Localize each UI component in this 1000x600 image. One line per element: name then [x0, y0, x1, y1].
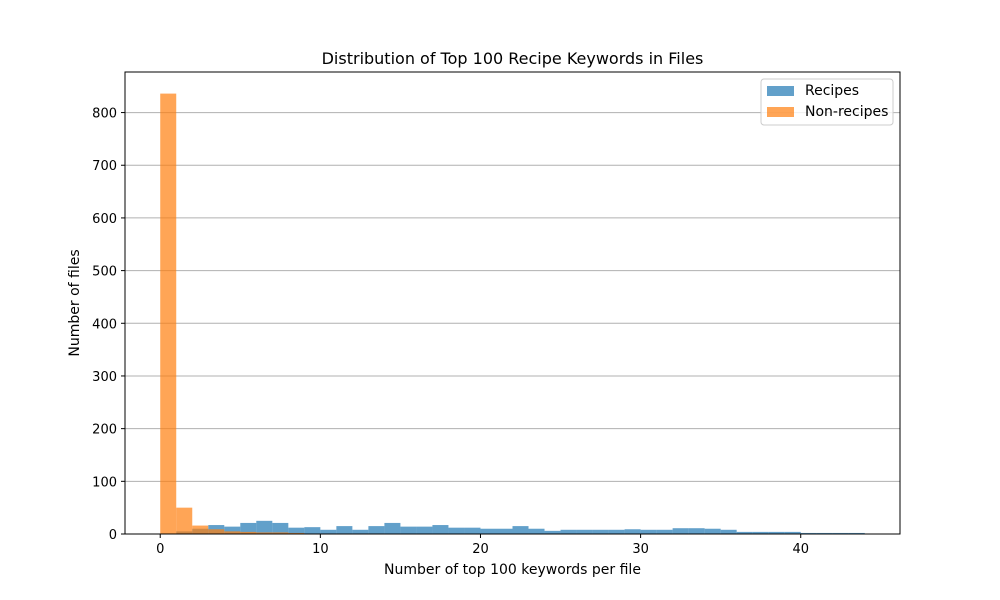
bar-recipes	[480, 528, 497, 534]
bar-recipes	[432, 525, 449, 534]
legend-swatch-non-recipes	[767, 107, 794, 117]
bar-recipes	[400, 526, 417, 534]
bar-recipes	[592, 529, 609, 534]
y-tick-label: 300	[92, 370, 117, 385]
x-tick-label: 10	[312, 542, 329, 557]
bar-non-recipes	[240, 531, 257, 534]
bar-non-recipes	[176, 507, 193, 534]
y-tick-label: 0	[109, 528, 117, 543]
plot-frame	[124, 71, 901, 535]
bar-recipes	[768, 531, 785, 534]
x-tick-label: 20	[472, 542, 489, 557]
bar-recipes	[416, 526, 433, 534]
legend: Recipes Non-recipes	[760, 78, 894, 126]
bar-recipes	[336, 526, 353, 534]
x-tick-label: 40	[792, 542, 809, 557]
y-tick-label: 100	[92, 475, 117, 490]
bar-recipes	[560, 529, 577, 534]
bar-recipes	[656, 529, 673, 534]
bar-recipes	[608, 529, 625, 534]
bar-recipes	[848, 532, 865, 534]
bar-recipes	[528, 528, 545, 534]
bar-recipes	[288, 527, 305, 534]
bar-recipes	[688, 528, 705, 534]
legend-swatch-recipes	[767, 86, 794, 96]
bar-recipes	[704, 528, 721, 534]
bar-recipes	[624, 529, 641, 534]
bar-non-recipes	[224, 531, 241, 534]
axis-ticks: 0 100 200 300 400 500 600 700 800 0 10 20 30 40	[92, 107, 809, 557]
bar-recipes	[240, 522, 257, 534]
chart-title: Distribution of Top 100 Recipe Keywords …	[322, 49, 704, 68]
bar-recipes	[304, 527, 321, 534]
x-tick-label: 0	[156, 542, 164, 557]
bar-recipes	[272, 522, 289, 534]
plot-area	[125, 72, 900, 534]
bar-recipes	[832, 532, 849, 534]
y-tick-label: 500	[92, 265, 117, 280]
bar-non-recipes	[208, 529, 225, 534]
bar-recipes	[544, 530, 561, 534]
bar-non-recipes	[256, 532, 273, 534]
bar-recipes	[256, 520, 273, 534]
bar-recipes	[384, 522, 401, 534]
histogram-bars	[160, 93, 865, 534]
bar-recipes	[464, 527, 481, 534]
y-tick-label: 600	[92, 212, 117, 227]
bar-recipes	[752, 531, 769, 534]
y-tick-label: 200	[92, 423, 117, 438]
bar-recipes	[800, 532, 817, 534]
bar-recipes	[352, 529, 369, 534]
bar-non-recipes	[192, 525, 209, 534]
x-tick-label: 30	[632, 542, 649, 557]
y-axis-label: Number of files	[67, 249, 83, 356]
x-axis-label: Number of top 100 keywords per file	[384, 562, 641, 578]
y-tick-label: 400	[92, 317, 117, 332]
y-tick-label: 800	[92, 107, 117, 122]
bar-non-recipes	[288, 532, 305, 534]
bar-recipes	[784, 531, 801, 534]
bar-recipes	[640, 529, 657, 534]
legend-label-non-recipes: Non-recipes	[805, 104, 888, 120]
bar-recipes	[672, 528, 689, 534]
bar-recipes	[224, 526, 241, 534]
bar-recipes	[512, 526, 529, 534]
bar-non-recipes	[160, 93, 177, 534]
bar-recipes	[368, 526, 385, 534]
bar-recipes	[448, 527, 465, 534]
bar-recipes	[320, 529, 337, 534]
bar-recipes	[576, 529, 593, 534]
bar-non-recipes	[272, 532, 289, 534]
legend-label-recipes: Recipes	[805, 83, 859, 99]
y-tick-label: 700	[92, 159, 117, 174]
bar-recipes	[736, 531, 753, 534]
bar-recipes	[496, 528, 513, 534]
bar-recipes	[816, 532, 833, 534]
bar-recipes	[720, 529, 737, 534]
